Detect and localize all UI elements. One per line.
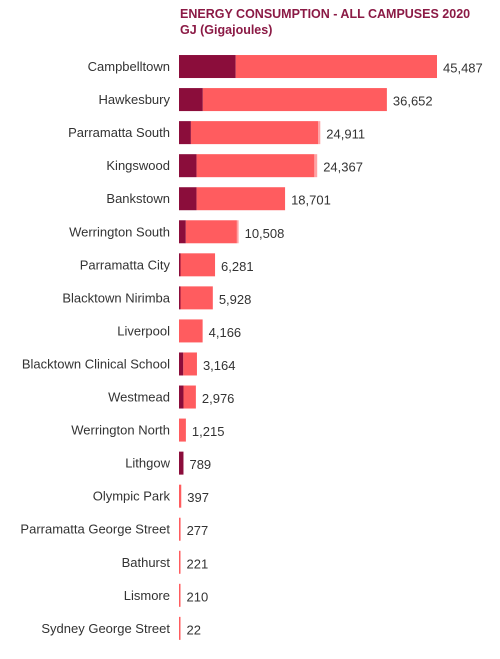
category-label: Bankstown xyxy=(106,191,170,206)
value-label: 789 xyxy=(189,457,211,472)
category-label: Lismore xyxy=(124,588,170,603)
value-label: 397 xyxy=(187,490,209,505)
bar-segment-2 xyxy=(179,484,182,508)
category-label: Bathurst xyxy=(122,555,171,570)
category-label: Parramatta South xyxy=(68,125,170,140)
bar-segment-1 xyxy=(179,121,191,145)
value-label: 210 xyxy=(187,589,209,604)
category-label: Sydney George Street xyxy=(41,621,170,636)
bar-segment-1 xyxy=(179,88,203,112)
value-label: 277 xyxy=(187,523,209,538)
bar-segment-1 xyxy=(179,187,197,211)
value-label: 22 xyxy=(187,622,201,637)
chart-subtitle: GJ (Gigajoules) xyxy=(180,23,273,37)
bar-segment-3 xyxy=(314,154,318,178)
chart-title: ENERGY CONSUMPTION - ALL CAMPUSES 2020 xyxy=(180,7,471,21)
bar-segment-2 xyxy=(185,220,237,244)
value-label: 4,166 xyxy=(209,325,242,340)
value-label: 36,652 xyxy=(393,94,433,109)
bar-segment-2 xyxy=(183,352,197,376)
bar-segment-2 xyxy=(190,121,319,145)
value-label: 6,281 xyxy=(221,259,254,274)
value-label: 1,215 xyxy=(192,424,225,439)
bar-segment-1 xyxy=(179,220,186,244)
category-label: Westmead xyxy=(108,390,170,405)
bar-segment-1 xyxy=(179,451,184,475)
category-label: Liverpool xyxy=(117,323,170,338)
value-label: 10,508 xyxy=(245,226,285,241)
bar-segment-2 xyxy=(179,583,181,607)
bar-segment-2 xyxy=(179,517,181,541)
bar-segment-2 xyxy=(196,154,315,178)
bar-segment-3 xyxy=(236,220,239,244)
bar-segment-1 xyxy=(179,352,184,376)
value-label: 2,976 xyxy=(202,391,235,406)
value-label: 18,701 xyxy=(291,193,331,208)
category-label: Parramatta City xyxy=(80,257,171,272)
bar-segment-1 xyxy=(179,55,236,79)
category-label: Blacktown Nirimba xyxy=(62,290,170,305)
value-label: 24,367 xyxy=(323,160,363,175)
category-label: Kingswood xyxy=(106,158,170,173)
value-label: 3,164 xyxy=(203,358,236,373)
bar-segment-1 xyxy=(179,385,184,409)
bar-segment-2 xyxy=(202,88,387,112)
category-label: Campbelltown xyxy=(88,59,170,74)
bar-segment-3 xyxy=(318,121,321,145)
value-label: 45,487 xyxy=(443,61,483,76)
chart-title-block: ENERGY CONSUMPTION - ALL CAMPUSES 2020 G… xyxy=(180,6,470,38)
bar-segment-1 xyxy=(179,253,181,277)
bar-segment-2 xyxy=(179,319,203,343)
bar-segment-2 xyxy=(183,385,196,409)
category-label: Lithgow xyxy=(125,456,170,471)
bar-segment-2 xyxy=(235,55,437,79)
category-label: Hawkesbury xyxy=(98,92,170,107)
category-label: Parramatta George Street xyxy=(20,522,170,537)
bar-segment-2 xyxy=(180,286,213,310)
category-label: Werrington South xyxy=(69,224,170,239)
category-label: Olympic Park xyxy=(93,489,171,504)
bar-segment-2 xyxy=(179,616,181,640)
value-label: 221 xyxy=(187,556,209,571)
bar-segment-1 xyxy=(179,286,181,310)
value-label: 5,928 xyxy=(219,292,252,307)
value-label: 24,911 xyxy=(326,127,365,142)
category-label: Werrington North xyxy=(71,423,170,438)
bar-segment-1 xyxy=(179,154,197,178)
bar-segment-2 xyxy=(180,253,216,277)
bar-segment-2 xyxy=(179,550,181,574)
bar-segment-2 xyxy=(179,418,186,442)
category-label: Blacktown Clinical School xyxy=(22,356,170,371)
bar-segment-2 xyxy=(196,187,286,211)
